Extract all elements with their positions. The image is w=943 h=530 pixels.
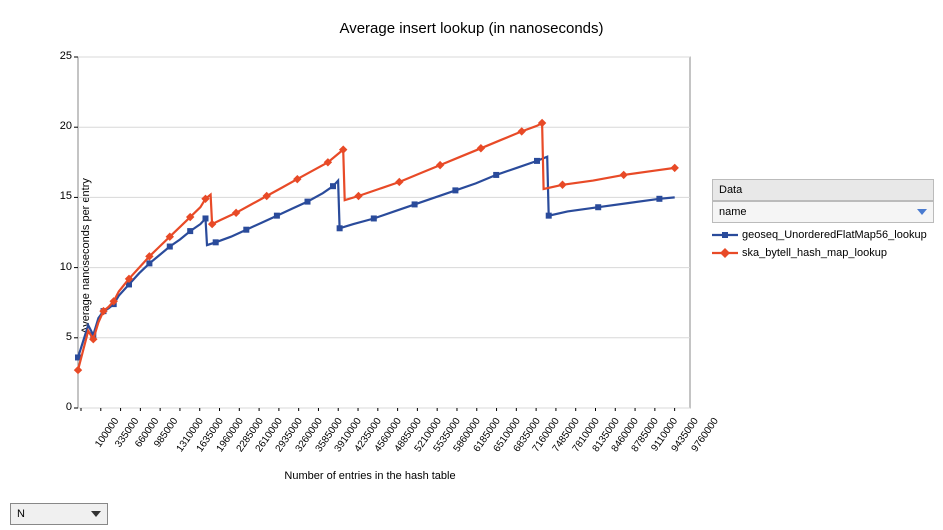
y-tick-label: 20 bbox=[42, 120, 72, 132]
legend-name-selector-label: name bbox=[719, 206, 747, 218]
y-tick-label: 10 bbox=[42, 261, 72, 273]
bottom-n-selector-label: N bbox=[17, 508, 25, 520]
chevron-down-icon bbox=[917, 209, 927, 215]
y-tick-label: 15 bbox=[42, 190, 72, 202]
legend-item[interactable]: ska_bytell_hash_map_lookup bbox=[712, 247, 934, 259]
x-axis-label: Number of entries in the hash table bbox=[0, 470, 740, 482]
y-tick-label: 25 bbox=[42, 50, 72, 62]
legend-item-label: ska_bytell_hash_map_lookup bbox=[742, 247, 887, 259]
legend-item[interactable]: geoseq_UnorderedFlatMap56_lookup bbox=[712, 229, 934, 241]
legend-series-icon bbox=[712, 229, 738, 241]
legend-name-selector[interactable]: name bbox=[712, 201, 934, 223]
legend-item-label: geoseq_UnorderedFlatMap56_lookup bbox=[742, 229, 927, 241]
chevron-down-icon bbox=[91, 511, 101, 517]
y-tick-label: 5 bbox=[42, 331, 72, 343]
legend-series-icon bbox=[712, 247, 738, 259]
bottom-n-selector[interactable]: N bbox=[10, 503, 108, 525]
legend-data-header: Data bbox=[712, 179, 934, 201]
y-tick-label: 0 bbox=[42, 401, 72, 413]
legend-panel: Data name geoseq_UnorderedFlatMap56_look… bbox=[712, 179, 934, 259]
